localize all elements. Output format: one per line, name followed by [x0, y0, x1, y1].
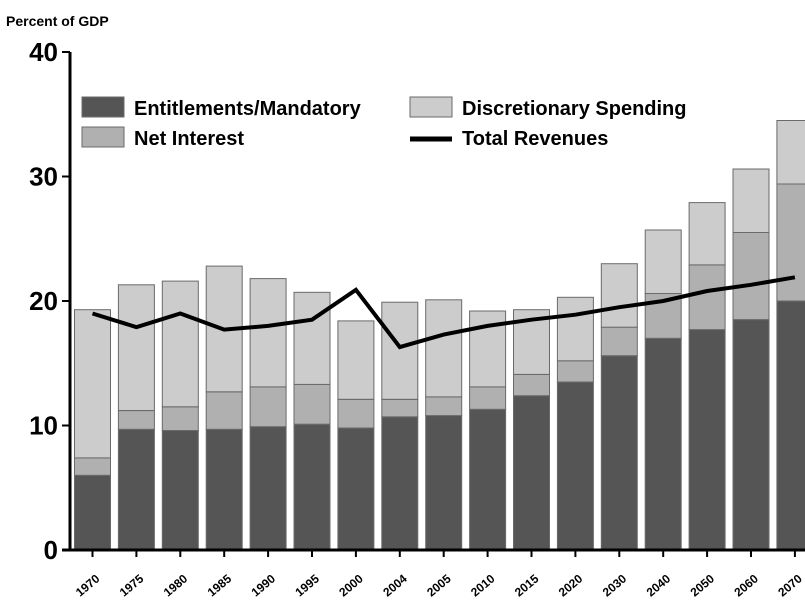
bar-discretionary-spending-2070 — [776, 120, 805, 185]
bar-entitlements-mandatory-2000 — [337, 427, 375, 551]
bar-entitlements-mandatory-2005 — [425, 415, 463, 551]
bar-net-interest-2004 — [381, 398, 419, 418]
x-tick-label-2070: 2070 — [775, 571, 805, 599]
x-tick-label-1975: 1975 — [117, 571, 147, 599]
x-tick-label-1985: 1985 — [205, 571, 235, 599]
y-tick-label-10: 10 — [29, 411, 58, 441]
bar-net-interest-2015 — [513, 374, 550, 397]
x-tick-label-2040: 2040 — [644, 571, 674, 599]
bar-discretionary-spending-1975 — [117, 284, 155, 411]
y-tick-label-0: 0 — [44, 535, 58, 565]
bar-entitlements-mandatory-1995 — [293, 423, 331, 551]
bar-discretionary-spending-1995 — [293, 291, 331, 385]
bar-net-interest-1990 — [249, 386, 287, 428]
bar-discretionary-spending-2060 — [732, 168, 770, 233]
bar-entitlements-mandatory-1975 — [117, 428, 155, 551]
bar-discretionary-spending-2050 — [688, 202, 726, 266]
legend-label-net-interest: Net Interest — [134, 128, 244, 150]
bar-net-interest-1985 — [205, 391, 243, 430]
bar-discretionary-spending-1990 — [249, 278, 287, 388]
bar-entitlements-mandatory-2060 — [732, 319, 770, 551]
legend-swatch-discretionary-spending — [409, 96, 453, 118]
x-tick-label-1995: 1995 — [292, 571, 322, 599]
bar-entitlements-mandatory-2010 — [469, 408, 507, 551]
bar-discretionary-spending-2000 — [337, 320, 375, 400]
bar-net-interest-2050 — [688, 264, 726, 331]
bar-net-interest-1975 — [117, 410, 155, 430]
legend-label-total-revenues: Total Revenues — [462, 128, 608, 150]
bar-discretionary-spending-2004 — [381, 301, 419, 400]
revenue-line-layer — [91, 275, 796, 350]
x-tick-label-2015: 2015 — [512, 571, 542, 599]
bar-discretionary-spending-2040 — [644, 229, 682, 294]
bar-discretionary-spending-1980 — [161, 280, 199, 408]
bar-entitlements-mandatory-1985 — [205, 428, 243, 551]
x-tick-label-2005: 2005 — [424, 571, 454, 599]
bar-net-interest-2010 — [469, 386, 507, 410]
bar-entitlements-mandatory-2040 — [644, 337, 682, 551]
bar-discretionary-spending-2030 — [600, 263, 638, 328]
bar-net-interest-1980 — [161, 406, 199, 431]
bar-net-interest-1970 — [74, 457, 111, 476]
legend-swatch-entitlements-mandatory — [81, 96, 125, 118]
bar-discretionary-spending-2020 — [556, 296, 594, 362]
bar-entitlements-mandatory-2030 — [600, 355, 638, 551]
bar-entitlements-mandatory-1980 — [161, 430, 199, 551]
x-tick-label-2050: 2050 — [688, 571, 718, 599]
legend: Entitlements/Mandatory Discretionary Spen… — [81, 96, 687, 150]
y-tick-label-40: 40 — [29, 37, 58, 67]
y-axis-label: Percent of GDP — [6, 13, 109, 29]
bar-entitlements-mandatory-2050 — [688, 329, 726, 551]
total-revenues-line — [91, 275, 796, 350]
y-tick-label-20: 20 — [29, 286, 58, 316]
bar-net-interest-2060 — [732, 232, 770, 321]
legend-label-entitlements-mandatory: Entitlements/Mandatory — [134, 98, 362, 120]
x-tick-label-1970: 1970 — [73, 571, 103, 599]
bar-discretionary-spending-1970 — [74, 309, 111, 459]
bar-net-interest-2070 — [776, 183, 805, 302]
legend-label-discretionary-spending: Discretionary Spending — [462, 98, 687, 120]
bar-entitlements-mandatory-2020 — [556, 381, 594, 551]
bar-entitlements-mandatory-1990 — [249, 426, 287, 551]
bar-net-interest-1995 — [293, 383, 331, 425]
x-tick-label-2020: 2020 — [556, 571, 586, 599]
x-tick-label-2004: 2004 — [380, 571, 410, 599]
x-tick-label-2010: 2010 — [468, 571, 498, 599]
bar-entitlements-mandatory-1970 — [74, 474, 111, 551]
x-tick-label-2000: 2000 — [336, 571, 366, 599]
bar-entitlements-mandatory-2004 — [381, 416, 419, 551]
legend-swatch-net-interest — [81, 126, 125, 148]
bar-entitlements-mandatory-2015 — [513, 395, 550, 551]
bar-entitlements-mandatory-2070 — [776, 300, 805, 551]
y-tick-label-30: 30 — [29, 162, 58, 192]
bar-net-interest-2005 — [425, 396, 463, 417]
bar-discretionary-spending-2005 — [425, 299, 463, 398]
x-tick-label-2060: 2060 — [731, 571, 761, 599]
x-tick-label-1980: 1980 — [161, 571, 191, 599]
bar-net-interest-2020 — [556, 360, 594, 383]
x-tick-label-1990: 1990 — [249, 571, 279, 599]
x-tick-label-2030: 2030 — [600, 571, 630, 599]
bar-net-interest-2030 — [600, 326, 638, 357]
bar-net-interest-2000 — [337, 398, 375, 429]
